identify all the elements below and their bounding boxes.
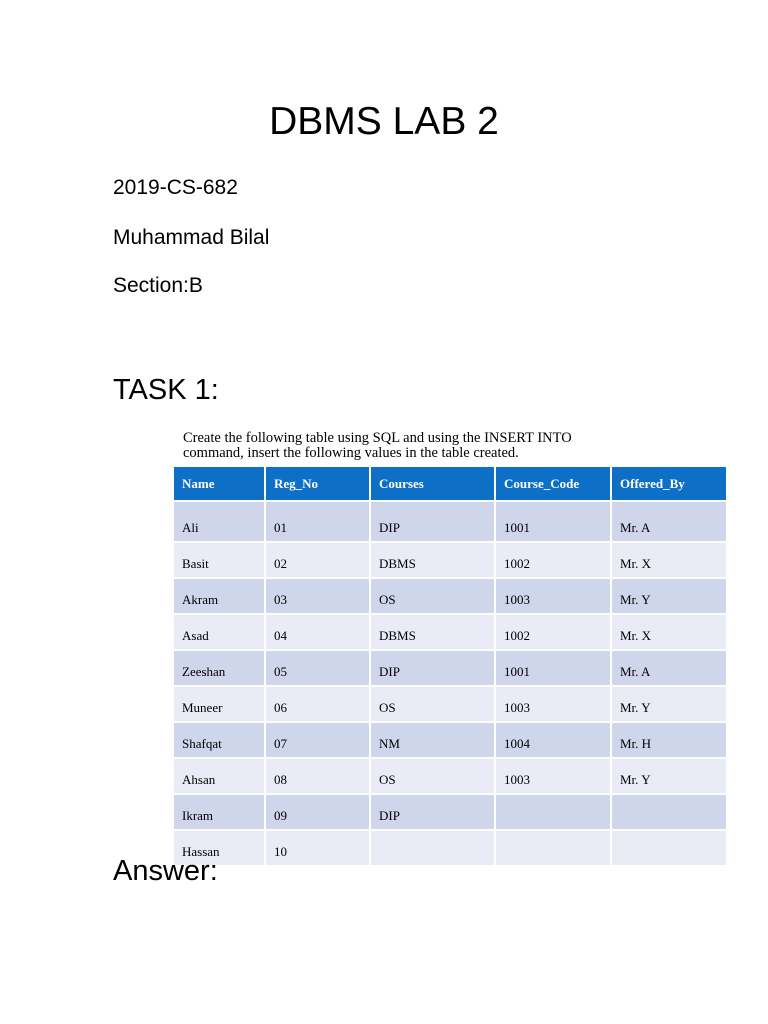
table-row: Hassan 10 <box>174 831 726 865</box>
table-cell: Mr. X <box>612 615 726 649</box>
table-header-row: Name Reg_No Courses Course_Code Offered_By <box>174 467 726 500</box>
column-header: Reg_No <box>266 467 369 500</box>
table-cell <box>496 795 610 829</box>
table-row: Asad 04 DBMS 1002 Mr. X <box>174 615 726 649</box>
student-name: Muhammad Bilal <box>113 226 270 249</box>
table-cell: 1001 <box>496 502 610 541</box>
page-title: DBMS LAB 2 <box>269 100 499 143</box>
table-cell: 04 <box>266 615 369 649</box>
table-cell: Asad <box>174 615 264 649</box>
table-row: Ali 01 DIP 1001 Mr. A <box>174 502 726 541</box>
table-cell: 1003 <box>496 759 610 793</box>
table-cell: Ali <box>174 502 264 541</box>
table-cell <box>496 831 610 865</box>
table-cell: 1001 <box>496 651 610 685</box>
table-cell: 1002 <box>496 543 610 577</box>
table-cell: 01 <box>266 502 369 541</box>
table-row: Ikram 09 DIP <box>174 795 726 829</box>
table-cell: DIP <box>371 651 494 685</box>
table-cell: DIP <box>371 502 494 541</box>
table-cell: Shafqat <box>174 723 264 757</box>
table-cell: Mr. A <box>612 651 726 685</box>
table-cell: Muneer <box>174 687 264 721</box>
column-header: Course_Code <box>496 467 610 500</box>
section: Section:B <box>113 274 203 297</box>
table-cell: 1004 <box>496 723 610 757</box>
table-cell: 1003 <box>496 579 610 613</box>
column-header: Name <box>174 467 264 500</box>
table-row: Ahsan 08 OS 1003 Mr. Y <box>174 759 726 793</box>
answer-heading: Answer: <box>113 855 218 887</box>
table-cell: Mr. H <box>612 723 726 757</box>
table-cell <box>612 831 726 865</box>
column-header: Courses <box>371 467 494 500</box>
table-cell <box>612 795 726 829</box>
task-heading: TASK 1: <box>113 374 219 406</box>
table-cell: 08 <box>266 759 369 793</box>
task-instruction: Create the following table using SQL and… <box>183 431 572 461</box>
table-cell: 1003 <box>496 687 610 721</box>
column-header: Offered_By <box>612 467 726 500</box>
table-cell: OS <box>371 579 494 613</box>
table-cell: Ahsan <box>174 759 264 793</box>
table-row: Muneer 06 OS 1003 Mr. Y <box>174 687 726 721</box>
table-row: Akram 03 OS 1003 Mr. Y <box>174 579 726 613</box>
table-cell: Ikram <box>174 795 264 829</box>
table-cell: 1002 <box>496 615 610 649</box>
table-cell: OS <box>371 687 494 721</box>
data-table: Name Reg_No Courses Course_Code Offered_By A… <box>172 465 728 867</box>
table-cell: Mr. Y <box>612 759 726 793</box>
instruction-line: Create the following table using SQL and… <box>183 430 572 446</box>
table-cell: Mr. Y <box>612 687 726 721</box>
table-cell: NM <box>371 723 494 757</box>
table-cell: 03 <box>266 579 369 613</box>
table-cell: 06 <box>266 687 369 721</box>
table-cell: OS <box>371 759 494 793</box>
table-cell: 02 <box>266 543 369 577</box>
table-cell: Hassan <box>174 831 264 865</box>
table-cell <box>371 831 494 865</box>
table-cell: DIP <box>371 795 494 829</box>
instruction-line: command, insert the following values in … <box>183 445 519 461</box>
table-cell: Basit <box>174 543 264 577</box>
reg-number: 2019-CS-682 <box>113 176 238 199</box>
table-cell: DBMS <box>371 615 494 649</box>
table-cell: Mr. Y <box>612 579 726 613</box>
table-row: Shafqat 07 NM 1004 Mr. H <box>174 723 726 757</box>
table-cell: Mr. A <box>612 502 726 541</box>
table-cell: Mr. X <box>612 543 726 577</box>
table-cell: 07 <box>266 723 369 757</box>
table-cell: Zeeshan <box>174 651 264 685</box>
table-cell: DBMS <box>371 543 494 577</box>
table-cell: Akram <box>174 579 264 613</box>
table-cell: 10 <box>266 831 369 865</box>
table-cell: 09 <box>266 795 369 829</box>
table-row: Zeeshan 05 DIP 1001 Mr. A <box>174 651 726 685</box>
table-row: Basit 02 DBMS 1002 Mr. X <box>174 543 726 577</box>
table-cell: 05 <box>266 651 369 685</box>
